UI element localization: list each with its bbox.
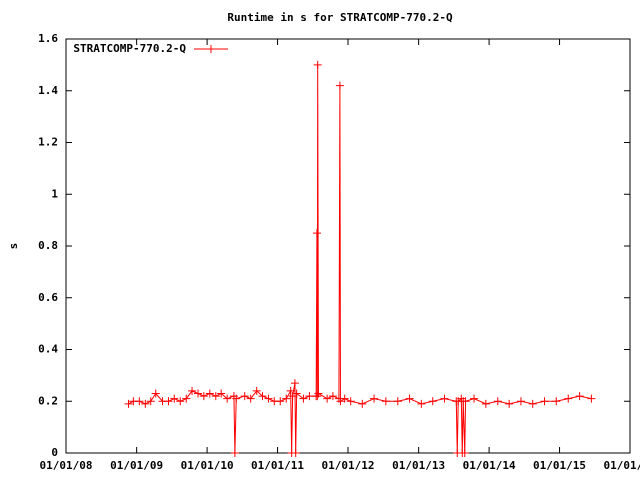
point-marker: [276, 397, 285, 406]
point-marker: [305, 392, 314, 401]
y-tick-label: 1.2: [38, 136, 58, 149]
point-marker: [240, 392, 249, 401]
point-marker: [340, 394, 349, 403]
point-marker: [405, 394, 414, 403]
point-marker: [575, 392, 584, 401]
y-tick-label: 1: [51, 187, 58, 200]
point-marker: [336, 397, 345, 406]
x-tick-label: 01/01/12: [322, 459, 375, 472]
point-marker: [393, 397, 402, 406]
point-marker: [552, 397, 561, 406]
legend-label: STRATCOMP-770.2-Q: [73, 42, 186, 55]
point-marker: [286, 386, 295, 395]
x-tick-label: 01/01/14: [463, 459, 516, 472]
point-marker: [264, 394, 273, 403]
point-marker: [299, 394, 308, 403]
point-marker: [481, 399, 490, 408]
x-tick-label: 01/01/08: [40, 459, 93, 472]
point-marker: [587, 394, 596, 403]
point-marker: [194, 389, 203, 398]
y-tick-label: 1.6: [38, 32, 58, 45]
point-marker: [258, 392, 267, 401]
point-marker: [252, 386, 261, 395]
point-marker: [141, 399, 150, 408]
point-marker: [290, 379, 299, 388]
point-marker: [460, 449, 469, 457]
point-marker: [564, 394, 573, 403]
x-tick-label: 01/01/11: [251, 459, 304, 472]
x-tick-label: 01/01/10: [181, 459, 234, 472]
point-marker: [232, 394, 241, 403]
y-tick-label: 1.4: [38, 84, 58, 97]
point-marker: [428, 397, 437, 406]
y-tick-label: 0.2: [38, 394, 58, 407]
point-marker: [124, 399, 133, 408]
point-marker: [199, 392, 208, 401]
point-marker: [205, 389, 214, 398]
chart-title: Runtime in s for STRATCOMP-770.2-Q: [227, 11, 453, 24]
point-marker: [292, 389, 301, 398]
point-marker: [540, 397, 549, 406]
point-marker: [323, 394, 332, 403]
point-marker: [358, 399, 367, 408]
point-marker: [335, 81, 344, 90]
y-axis-label: s: [7, 243, 20, 250]
point-marker: [230, 449, 239, 457]
point-marker: [288, 392, 297, 401]
point-marker: [328, 392, 337, 401]
point-marker: [314, 389, 323, 398]
point-marker: [493, 397, 502, 406]
point-marker: [381, 397, 390, 406]
legend-marker: [207, 45, 215, 53]
x-tick-label: 01/01/15: [533, 459, 586, 472]
point-marker: [313, 60, 322, 69]
point-marker: [146, 397, 155, 406]
y-tick-label: 0.4: [38, 343, 58, 356]
point-marker: [223, 394, 232, 403]
point-marker: [164, 397, 173, 406]
series-line: [128, 64, 592, 454]
point-marker: [135, 397, 144, 406]
point-marker: [417, 399, 426, 408]
x-tick-label: 01/01/09: [110, 459, 163, 472]
x-tick-label: 01/01/16: [604, 459, 640, 472]
point-marker: [217, 389, 226, 398]
point-marker: [176, 397, 185, 406]
point-marker: [528, 399, 537, 408]
point-marker: [370, 394, 379, 403]
x-tick-label: 01/01/13: [392, 459, 445, 472]
point-marker: [151, 389, 160, 398]
point-marker: [246, 394, 255, 403]
point-marker: [440, 394, 449, 403]
y-tick-label: 0.6: [38, 291, 58, 304]
point-marker: [505, 399, 514, 408]
point-marker: [470, 394, 479, 403]
point-marker: [291, 449, 300, 457]
y-tick-label: 0.8: [38, 239, 58, 252]
point-marker: [312, 229, 321, 238]
point-marker: [182, 394, 191, 403]
point-marker: [461, 397, 470, 406]
point-marker: [188, 386, 197, 395]
y-tick-label: 0: [51, 446, 58, 459]
point-marker: [282, 394, 291, 403]
point-marker: [346, 397, 355, 406]
point-marker: [211, 392, 220, 401]
point-marker: [516, 397, 525, 406]
point-marker: [170, 394, 179, 403]
